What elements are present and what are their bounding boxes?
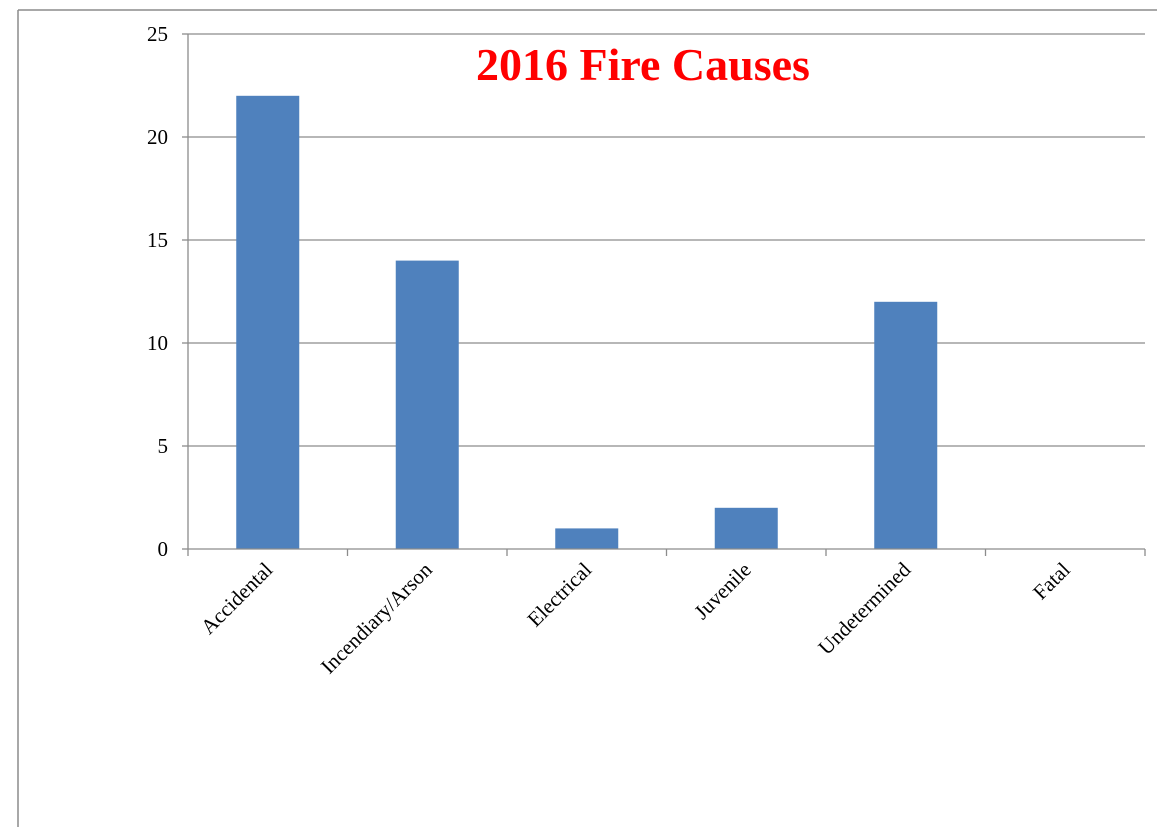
y-tick-label: 20 [147,125,168,149]
y-tick-label: 25 [147,22,168,46]
x-tick-label: Electrical [522,557,596,631]
x-tick-label: Fatal [1028,557,1075,604]
y-tick-label: 10 [147,331,168,355]
y-tick-label: 15 [147,228,168,252]
x-tick-label: Accidental [196,557,277,638]
bar-electrical [555,528,619,549]
y-tick-label: 5 [158,434,169,458]
x-tick-label: Juvenile [689,558,755,624]
axes [187,34,1146,556]
chart-border [17,9,1157,827]
y-tick-label: 0 [158,537,169,561]
bar-juvenile [714,507,778,549]
x-tick-labels: Accidental Incendiary/Arson Electrical Juve… [196,557,1075,678]
bar-undetermined [874,301,938,549]
y-tick-labels: 0 5 10 15 20 25 [147,22,188,561]
bar-incendiary-arson [395,260,459,549]
gridlines [188,33,1145,447]
x-tick-label: Incendiary/Arson [316,557,437,678]
x-tick-label: Undetermined [813,557,915,659]
bars [236,95,938,550]
bar-accidental [236,95,300,550]
chart-title: 2016 Fire Causes [476,39,810,90]
